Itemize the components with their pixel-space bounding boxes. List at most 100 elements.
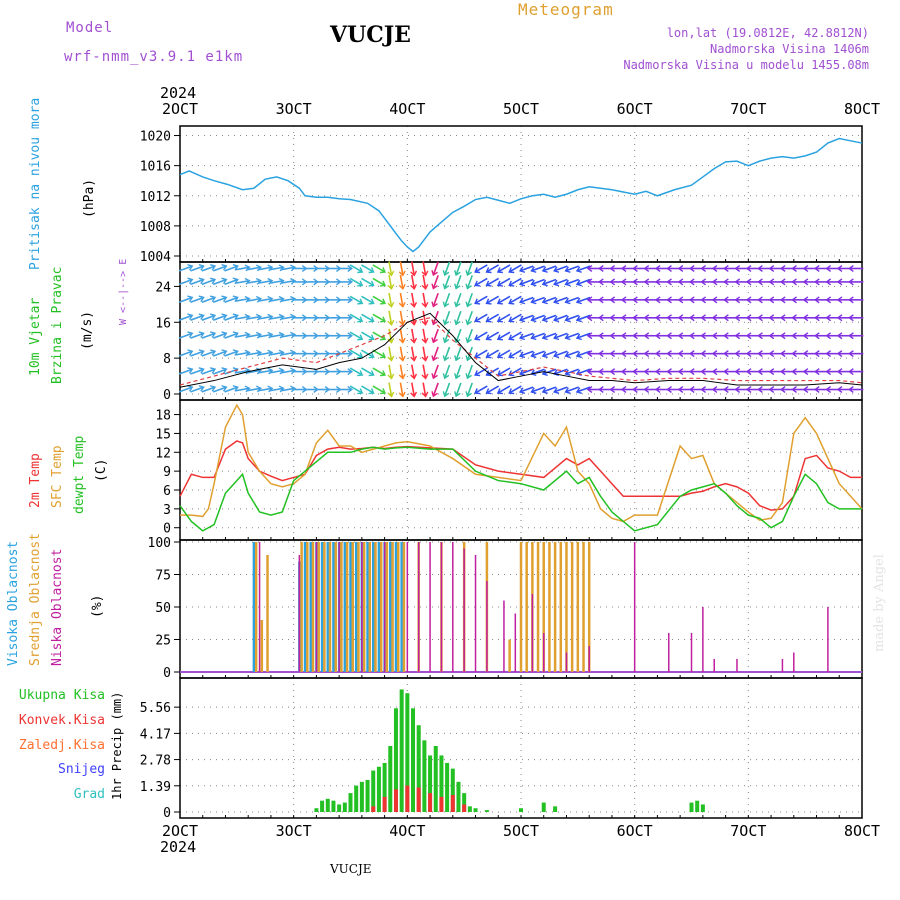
wind-barb-head <box>221 264 228 271</box>
cloud-bar <box>531 594 534 672</box>
precip-bar <box>365 779 370 812</box>
wind-barb <box>258 387 273 392</box>
wind-barb <box>258 266 273 271</box>
wind-barb-head <box>723 296 729 304</box>
y-tick-label: 0 <box>163 388 171 403</box>
wind-barb-head <box>757 296 763 304</box>
wind-barb <box>474 367 488 376</box>
wind-barb-head <box>654 386 661 394</box>
cloud-bar <box>260 620 264 672</box>
wind-barb-head <box>836 332 843 340</box>
wind-barb-head <box>643 350 650 358</box>
wind-barb-head <box>654 314 661 322</box>
cloud-bar <box>303 542 307 672</box>
x-tick-label: 3OCT <box>276 100 312 118</box>
wind-barb-head <box>711 332 718 340</box>
wind-barb-head <box>421 270 429 277</box>
wind-barb-head <box>779 314 786 322</box>
wind-barb-head <box>757 350 763 358</box>
wind-barb-head <box>598 296 604 304</box>
wind-barb-head <box>666 350 672 358</box>
wind-barb <box>531 265 545 272</box>
wind-barb-head <box>410 301 418 308</box>
wind-barb-head <box>779 368 786 376</box>
precip-bar <box>695 800 700 812</box>
wind-barb <box>486 313 500 322</box>
wind-barb-head <box>825 350 832 358</box>
wind-barb-head <box>666 368 672 376</box>
cloud-bar <box>351 542 355 672</box>
wind-barb <box>508 295 522 305</box>
cloud-bar <box>371 542 375 672</box>
cloud-bar <box>340 542 343 672</box>
wind-barb-head <box>474 267 481 274</box>
wind-barb-head <box>700 368 707 376</box>
wind-barb-head <box>802 314 809 322</box>
wind-barb <box>235 266 250 271</box>
wind-barb-head <box>609 314 616 322</box>
wind-barb <box>519 314 534 321</box>
wind-barb-head <box>290 264 297 272</box>
wind-barb-head <box>541 387 548 394</box>
wind-barb-head <box>474 388 481 395</box>
wind-barb-head <box>825 314 832 322</box>
cloud-bar <box>587 542 591 672</box>
wind-barb <box>497 264 511 273</box>
wind-barb-head <box>609 368 616 376</box>
wind-barb-head <box>387 301 395 308</box>
wind-barb-head <box>598 332 604 340</box>
wind-barb <box>565 296 580 304</box>
wind-barb-head <box>198 277 205 285</box>
y-tick-label: 1016 <box>140 160 171 175</box>
cloud-bar <box>402 542 406 672</box>
wind-barb <box>246 279 261 284</box>
wind-barb-head <box>848 368 854 376</box>
wind-barb <box>201 350 216 357</box>
precip-bar <box>376 766 381 812</box>
cloud-bar <box>338 542 340 672</box>
cloud-bar <box>343 542 347 672</box>
wind-barb-head <box>508 370 515 377</box>
wind-barb-head <box>688 332 695 340</box>
wind-barb <box>422 274 427 289</box>
wind-barb-head <box>825 264 832 272</box>
wind-barb-head <box>485 334 492 341</box>
wind-barb-head <box>368 352 375 359</box>
wind-barb <box>553 314 568 321</box>
wind-barb-head <box>553 333 560 341</box>
wind-barb <box>542 314 557 321</box>
wind-barb <box>178 368 193 375</box>
wind-barb-head <box>654 278 661 286</box>
wind-barb-head <box>779 296 786 304</box>
precip-bar <box>467 806 472 812</box>
wind-barb <box>190 314 204 321</box>
wind-barb <box>269 279 284 284</box>
wind-barb-head <box>474 298 481 305</box>
wind-barb-head <box>654 368 661 376</box>
wind-barb <box>361 367 375 376</box>
wind-barb-head <box>586 296 593 304</box>
wind-barb-head <box>734 314 741 322</box>
wind-barb <box>411 382 416 397</box>
wind-barb <box>422 310 427 325</box>
cloud-bar <box>570 542 574 672</box>
wind-barb <box>235 333 250 338</box>
wind-barb-head <box>745 332 752 340</box>
wind-barb-head <box>379 370 387 377</box>
wind-barb-head <box>442 373 450 380</box>
y-tick-label: 1004 <box>140 250 171 265</box>
wind-barb-head <box>757 314 763 322</box>
x-tick-label: 6OCT <box>617 822 653 840</box>
wind-barb-head <box>814 350 820 358</box>
wind-barb <box>269 333 284 338</box>
wind-barb <box>486 331 500 340</box>
wind-barb <box>280 266 296 271</box>
wind-barb-head <box>586 264 593 272</box>
wind-barb <box>388 382 393 397</box>
wind-barb-head <box>553 279 560 287</box>
wind-barb-head <box>802 386 809 394</box>
wind-barb-head <box>357 316 364 323</box>
wind-barb-head <box>541 315 548 323</box>
wind-barb-head <box>508 352 515 359</box>
wind-barb-head <box>825 386 832 394</box>
